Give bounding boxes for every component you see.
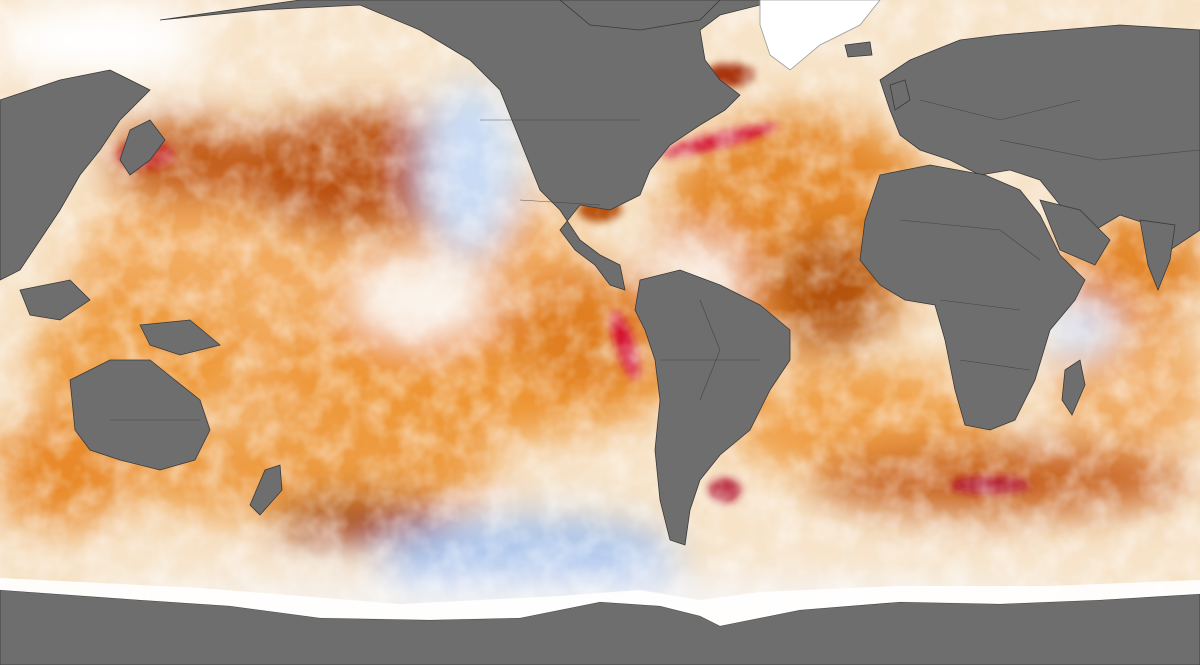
- arabia-india: [1039, 199, 1111, 266]
- indonesia: [19, 279, 91, 321]
- iceland: [844, 41, 873, 58]
- border-us-mexico: [519, 199, 601, 206]
- greenland: [759, 0, 881, 71]
- india: [1139, 219, 1176, 292]
- madagascar: [1061, 359, 1086, 416]
- border-africa-1: [899, 219, 1041, 261]
- north-america: [159, 0, 781, 291]
- british-isles: [889, 79, 911, 111]
- canadian-arctic-islands: [559, 0, 721, 31]
- border-asia: [999, 139, 1200, 161]
- border-south-america-1: [699, 299, 721, 401]
- new-guinea: [139, 319, 221, 356]
- sea-ice-antarctic: [0, 578, 1200, 626]
- border-africa-3: [959, 359, 1031, 371]
- border-europe: [919, 99, 1081, 121]
- new-zealand: [249, 464, 283, 516]
- country-borders: [110, 99, 1200, 421]
- japan: [119, 119, 166, 176]
- africa: [859, 164, 1086, 431]
- australia: [69, 359, 211, 471]
- south-america: [634, 269, 791, 546]
- eurasia: [879, 24, 1200, 251]
- border-africa-2: [939, 299, 1021, 311]
- east-asia: [0, 69, 151, 281]
